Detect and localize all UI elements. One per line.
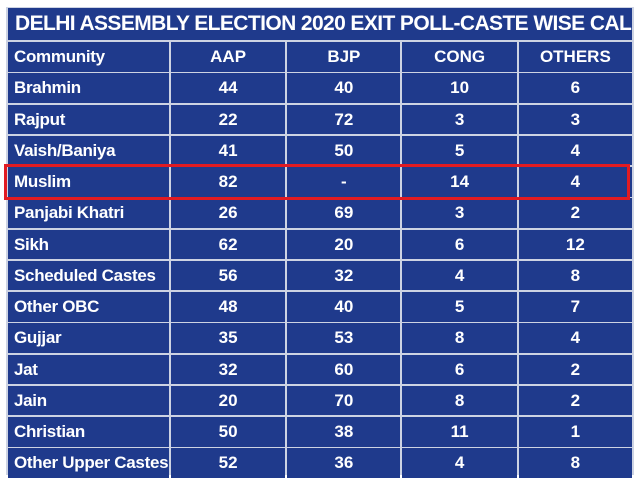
- value-cell: 1: [518, 417, 632, 447]
- value-cell: 38: [287, 417, 401, 447]
- table-row: Rajput 22 72 3 3: [8, 104, 632, 134]
- value-cell: 2: [518, 198, 632, 228]
- value-cell: 50: [287, 135, 401, 166]
- value-cell: 70: [287, 385, 401, 416]
- data-table: Community AAP BJP CONG OTHERS Brahmin 44 40 10 6 R…: [8, 42, 632, 480]
- value-cell: 8: [402, 323, 517, 353]
- value-cell: 4: [518, 167, 632, 197]
- value-cell: 22: [170, 104, 286, 134]
- community-cell: Sikh: [8, 229, 169, 259]
- community-cell: Other OBC: [8, 292, 169, 322]
- community-cell: Gujjar: [8, 323, 169, 353]
- table-row: Gujjar 35 53 8 4: [8, 323, 632, 353]
- value-cell: 7: [518, 292, 632, 322]
- table-row: Christian 50 38 11 1: [8, 417, 632, 447]
- value-cell: 62: [170, 229, 286, 259]
- community-cell: Rajput: [8, 104, 169, 134]
- value-cell: 3: [402, 198, 517, 228]
- community-cell: Christian: [8, 417, 169, 447]
- value-cell: 14: [402, 167, 517, 197]
- value-cell: 8: [518, 260, 632, 291]
- community-cell: Panjabi Khatri: [8, 198, 169, 228]
- community-cell: Jat: [8, 354, 169, 384]
- value-cell: 11: [402, 417, 517, 447]
- value-cell: 35: [170, 323, 286, 353]
- value-cell: 56: [170, 260, 286, 291]
- value-cell: 52: [170, 448, 286, 478]
- value-cell: 2: [518, 385, 632, 416]
- value-cell: 3: [402, 104, 517, 134]
- community-cell: Scheduled Castes: [8, 260, 169, 291]
- value-cell: 4: [402, 260, 517, 291]
- community-cell: Brahmin: [8, 73, 169, 103]
- community-cell: Muslim: [8, 167, 169, 197]
- table-row: Other OBC 48 40 5 7: [8, 292, 632, 322]
- value-cell: -: [287, 167, 401, 197]
- community-cell: Other Upper Castes: [8, 448, 169, 478]
- value-cell: 6: [518, 73, 632, 103]
- value-cell: 48: [170, 292, 286, 322]
- value-cell: 2: [518, 354, 632, 384]
- value-cell: 36: [287, 448, 401, 478]
- value-cell: 4: [402, 448, 517, 478]
- column-header: AAP: [170, 42, 286, 72]
- value-cell: 69: [287, 198, 401, 228]
- value-cell: 32: [170, 354, 286, 384]
- value-cell: 40: [287, 292, 401, 322]
- value-cell: 82: [170, 167, 286, 197]
- table-row: Muslim 82-14 4: [8, 167, 632, 197]
- value-cell: 5: [402, 292, 517, 322]
- column-header: OTHERS: [518, 42, 632, 72]
- value-cell: 50: [170, 417, 286, 447]
- value-cell: 6: [402, 229, 517, 259]
- value-cell: 53: [287, 323, 401, 353]
- value-cell: 32: [287, 260, 401, 291]
- value-cell: 12: [518, 229, 632, 259]
- value-cell: 5: [402, 135, 517, 166]
- column-header: CONG: [402, 42, 517, 72]
- value-cell: 4: [518, 323, 632, 353]
- value-cell: 41: [170, 135, 286, 166]
- value-cell: 4: [518, 135, 632, 166]
- table-row: Jain 20 70 8 2: [8, 385, 632, 416]
- table-row: Scheduled Castes 56 32 4 8: [8, 260, 632, 291]
- value-cell: 26: [170, 198, 286, 228]
- column-header: BJP: [287, 42, 401, 72]
- community-cell: Jain: [8, 385, 169, 416]
- value-cell: 20: [287, 229, 401, 259]
- table-row: Panjabi Khatri 26 69 3 2: [8, 198, 632, 228]
- value-cell: 8: [518, 448, 632, 478]
- value-cell: 8: [402, 385, 517, 416]
- value-cell: 72: [287, 104, 401, 134]
- table-row: Sikh 62 20 6 12: [8, 229, 632, 259]
- header-row: Community AAP BJP CONG OTHERS: [8, 42, 632, 72]
- table-row: Other Upper Castes 52 36 4 8: [8, 448, 632, 478]
- value-cell: 3: [518, 104, 632, 134]
- value-cell: 6: [402, 354, 517, 384]
- value-cell: 10: [402, 73, 517, 103]
- table-row: Jat 32 60 6 2: [8, 354, 632, 384]
- value-cell: 40: [287, 73, 401, 103]
- value-cell: 44: [170, 73, 286, 103]
- table-row: Vaish/Baniya 41 50 5 4: [8, 135, 632, 166]
- table-title: DELHI ASSEMBLY ELECTION 2020 EXIT POLL-C…: [8, 8, 632, 40]
- table-row: Brahmin 44 40 10 6: [8, 73, 632, 103]
- column-header: Community: [8, 42, 169, 72]
- community-cell: Vaish/Baniya: [8, 135, 169, 166]
- value-cell: 20: [170, 385, 286, 416]
- value-cell: 60: [287, 354, 401, 384]
